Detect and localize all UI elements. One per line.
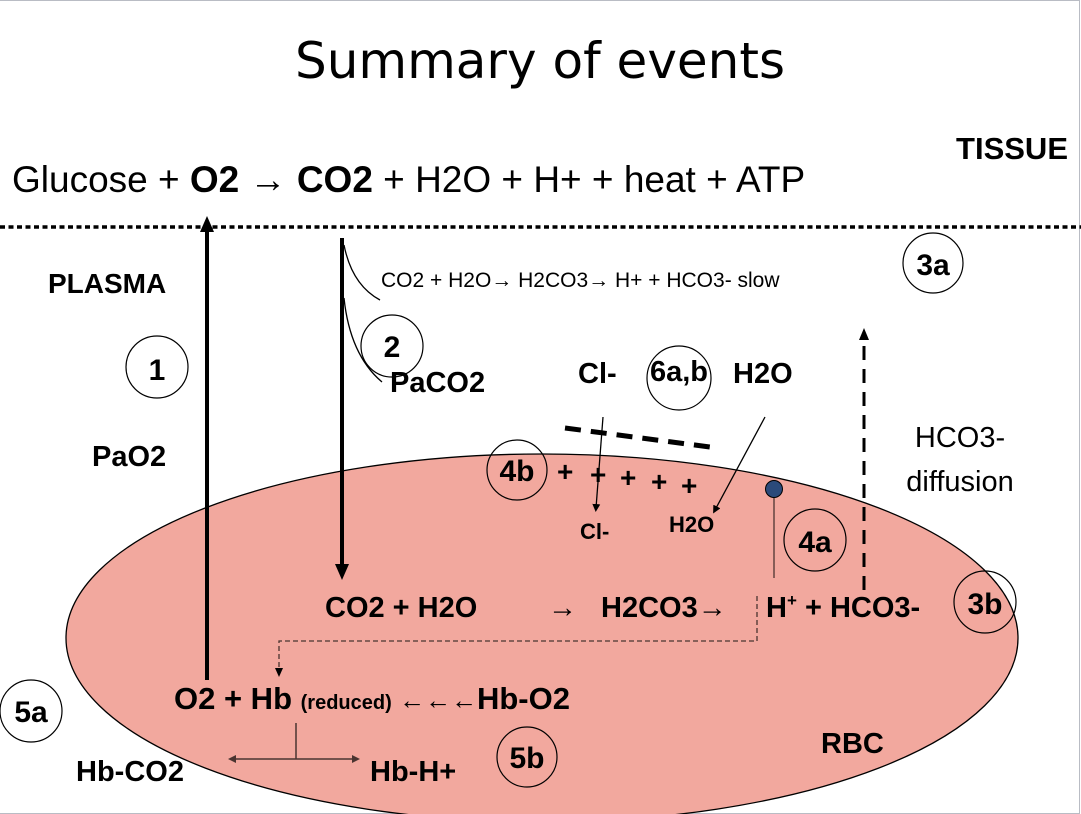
rbc-reaction-bicarbonate: + HCO3- bbox=[797, 592, 920, 624]
chloride-inward-arrow bbox=[592, 416, 604, 512]
hco3-diffusion-line2: diffusion bbox=[906, 466, 1014, 498]
tissue-label: TISSUE bbox=[956, 131, 1068, 166]
step-4a-label: 4a bbox=[798, 526, 832, 559]
branch-to-slow-reaction bbox=[343, 244, 381, 301]
step-6ab-marker bbox=[646, 345, 712, 411]
rbc-reaction: CO2 + H2O → H2CO3→ H+ + HCO3- bbox=[325, 591, 920, 624]
hydrogen-to-hemoglobin-path bbox=[278, 596, 758, 671]
cellular-respiration-equation: Glucose + O2 → CO2 + H2O + H+ + heat + A… bbox=[12, 159, 805, 200]
step-6ab-label: 6a,b bbox=[650, 356, 708, 388]
step-5a-marker bbox=[0, 679, 63, 743]
branch-to-paco2 bbox=[343, 297, 383, 383]
oxyhemoglobin-label: Hb-O2 bbox=[477, 681, 570, 716]
water-inside-label: H2O bbox=[669, 512, 714, 537]
channel-protein-icon bbox=[765, 480, 783, 498]
plasma-label: PLASMA bbox=[48, 268, 166, 299]
eq-o2: O2 bbox=[190, 159, 239, 200]
rbc-reaction-reactants: CO2 + H2O bbox=[325, 592, 477, 624]
membrane-dashed-segment bbox=[564, 425, 711, 450]
step-2-label: 2 bbox=[384, 331, 401, 364]
water-inward-arrow bbox=[713, 416, 766, 514]
hco3-diffusion-line1: HCO3- bbox=[915, 422, 1005, 454]
positive-charges: + + + + + bbox=[557, 456, 697, 501]
step-4b-marker bbox=[486, 439, 548, 501]
eq-rest: + H2O + H+ + heat + ATP bbox=[373, 159, 805, 200]
eq-arrow: → bbox=[239, 159, 297, 200]
step-3b-label: 3b bbox=[967, 588, 1002, 621]
hydrogen-arrowhead-icon bbox=[275, 668, 283, 677]
chloride-outside-label: Cl- bbox=[578, 358, 617, 390]
rbc-reaction-hydrogen: H bbox=[766, 592, 787, 624]
co2-arrowhead-icon bbox=[335, 564, 349, 580]
o2-arrowhead-icon bbox=[200, 216, 214, 232]
hb-reactants: O2 + Hb bbox=[174, 681, 301, 716]
step-5b-marker bbox=[496, 726, 558, 788]
slow-reaction-text: CO2 + H2O→ H2CO3→ H+ + HCO3- slow bbox=[381, 269, 780, 292]
rbc-label: RBC bbox=[821, 728, 884, 760]
pao2-label: PaO2 bbox=[92, 441, 166, 473]
eq-co2: CO2 bbox=[297, 159, 373, 200]
rbc-reaction-carbonic-acid: H2CO3→ bbox=[601, 592, 727, 624]
bicarbonate-arrowhead-icon bbox=[859, 328, 869, 340]
step-2-marker bbox=[360, 314, 424, 378]
step-4a-marker bbox=[783, 508, 847, 572]
paco2-label: PaCO2 bbox=[390, 367, 485, 399]
slide-title: Summary of events bbox=[295, 32, 785, 90]
water-outside-label: H2O bbox=[733, 358, 793, 390]
rbc-reaction-hydrogen-sup: + bbox=[787, 591, 797, 610]
step-1-label: 1 bbox=[149, 354, 166, 387]
rbc-reaction-arrow: → bbox=[548, 592, 577, 624]
step-5a-label: 5a bbox=[14, 696, 48, 729]
hb-h-label: Hb-H+ bbox=[370, 756, 456, 788]
hb-reduced-note: (reduced) bbox=[301, 692, 392, 714]
hb-reverse-arrows: ←←← bbox=[392, 685, 477, 715]
step-3a-label: 3a bbox=[916, 249, 950, 282]
carbaminohemoglobin-label: Hb-CO2 bbox=[76, 756, 184, 788]
chloride-inside-label: Cl- bbox=[580, 519, 609, 544]
step-1-marker bbox=[125, 335, 189, 399]
step-3a-marker bbox=[902, 232, 964, 294]
step-5b-label: 5b bbox=[509, 742, 544, 775]
hemoglobin-reaction: O2 + Hb (reduced) ←←←Hb-O2 bbox=[174, 681, 570, 716]
eq-glucose: Glucose + bbox=[12, 159, 190, 200]
step-3b-marker bbox=[953, 570, 1017, 634]
step-4b-label: 4b bbox=[499, 455, 534, 488]
